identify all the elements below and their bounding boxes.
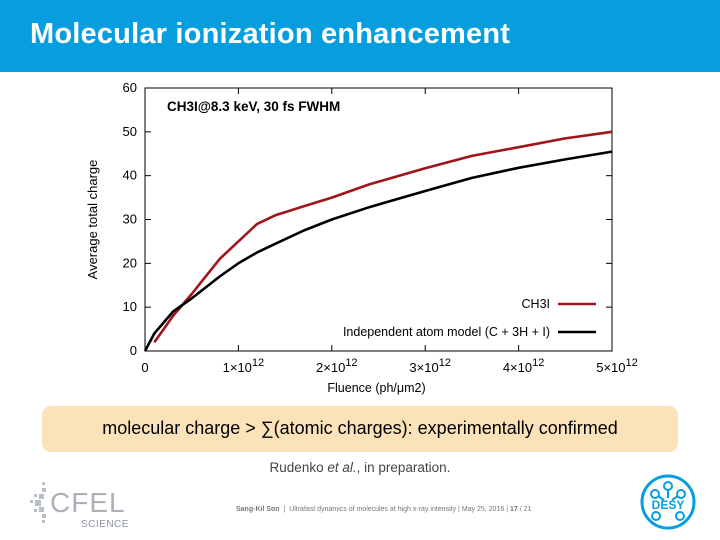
y-tick-label: 20	[123, 255, 137, 270]
footer-page-total: 21	[523, 506, 532, 513]
legend-label-1: Independent atom model (C + 3H + I)	[343, 325, 550, 339]
x-tick-label: 3×1012	[409, 357, 451, 375]
y-tick-label: 0	[130, 343, 137, 358]
conclusion-box: molecular charge > ∑(atomic charges): ex…	[42, 406, 678, 452]
cfel-logo-subtext: SCIENCE	[81, 519, 129, 530]
footer-author: Sang-Kil Son	[236, 506, 280, 513]
x-tick-label: 2×1012	[316, 357, 358, 375]
x-axis-label: Fluence (ph/μm2)	[327, 381, 425, 395]
footer-talk-title: Ultrafast dynamics of molecules at high …	[289, 506, 457, 513]
reference-etal: et al.	[327, 460, 357, 475]
x-tick-label: 4×1012	[503, 357, 545, 375]
y-tick-label: 30	[123, 212, 137, 227]
slide-title: Molecular ionization enhancement	[30, 18, 511, 50]
x-tick-label: 0	[141, 360, 148, 375]
slide-footer: Sang-Kil Son | Ultrafast dynamics of mol…	[236, 506, 532, 513]
cfel-logo-text: CFEL	[50, 487, 126, 518]
reference-citation: Rudenko et al., in preparation.	[0, 460, 720, 475]
title-bar: Molecular ionization enhancement	[0, 0, 720, 72]
footer-page-current: 17	[509, 506, 518, 513]
desy-logo-text: DESY	[652, 498, 685, 512]
y-tick-label: 60	[123, 80, 137, 95]
chart-annotation: CH3I@8.3 keV, 30 fs FWHM	[167, 99, 340, 114]
legend-label-0: CH3I	[522, 297, 550, 311]
cfel-dots-graphic	[30, 482, 46, 523]
y-tick-label: 40	[123, 168, 137, 183]
desy-logo: DESY	[640, 474, 696, 530]
y-axis-label: Average total charge	[85, 160, 100, 280]
conclusion-text: molecular charge > ∑(atomic charges): ex…	[102, 418, 618, 438]
x-tick-label: 1×1012	[223, 357, 265, 375]
y-tick-label: 50	[123, 124, 137, 139]
reference-rest: , in preparation.	[356, 460, 451, 475]
x-tick-label: 5×1012	[596, 357, 638, 375]
plot-frame	[144, 87, 613, 352]
footer-date: May 25, 2016	[461, 506, 505, 513]
cfel-logo: CFEL SCIENCE	[30, 482, 129, 530]
y-tick-label: 10	[123, 299, 137, 314]
reference-author: Rudenko	[269, 460, 328, 475]
line-chart: 0 10 20 30 40 50 60 0 1×1012 2×1012 3×1012 4×1012 5×…	[85, 80, 638, 395]
series-line-1	[143, 150, 613, 352]
